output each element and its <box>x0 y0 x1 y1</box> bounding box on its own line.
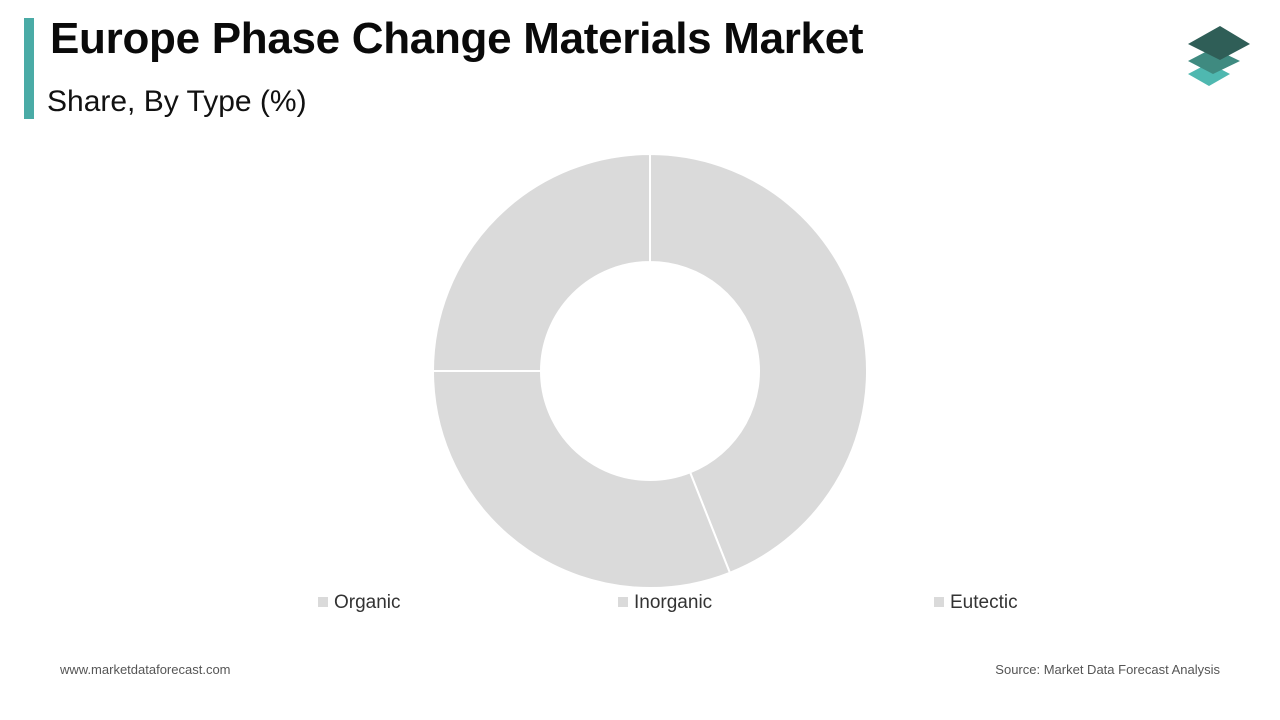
footer-source: Source: Market Data Forecast Analysis <box>995 662 1220 677</box>
legend-item-organic[interactable]: Organic <box>318 592 401 613</box>
legend-swatch-eutectic <box>934 597 944 607</box>
title-accent-bar <box>24 18 34 119</box>
legend-swatch-organic <box>318 597 328 607</box>
legend-label-eutectic: Eutectic <box>950 592 1018 613</box>
logo-layer-middle <box>1188 48 1240 74</box>
donut-slices <box>431 152 868 589</box>
logo-layer-top <box>1188 26 1250 60</box>
donut-slice-inorganic[interactable] <box>431 370 732 589</box>
chart-legend: Organic Inorganic Eutectic <box>318 592 1018 613</box>
chart-subtitle: Share, By Type (%) <box>47 85 307 118</box>
legend-label-inorganic: Inorganic <box>634 592 712 613</box>
stacked-layers-logo-icon <box>1188 26 1250 86</box>
legend-swatch-inorganic <box>618 597 628 607</box>
legend-label-organic: Organic <box>334 592 401 613</box>
footer-website[interactable]: www.marketdataforecast.com <box>60 662 231 677</box>
legend-item-inorganic[interactable]: Inorganic <box>618 592 712 613</box>
legend-item-eutectic[interactable]: Eutectic <box>934 592 1018 613</box>
donut-slice-organic[interactable] <box>649 152 868 575</box>
donut-slice-eutectic[interactable] <box>431 152 651 372</box>
page-title: Europe Phase Change Materials Market <box>50 14 864 63</box>
